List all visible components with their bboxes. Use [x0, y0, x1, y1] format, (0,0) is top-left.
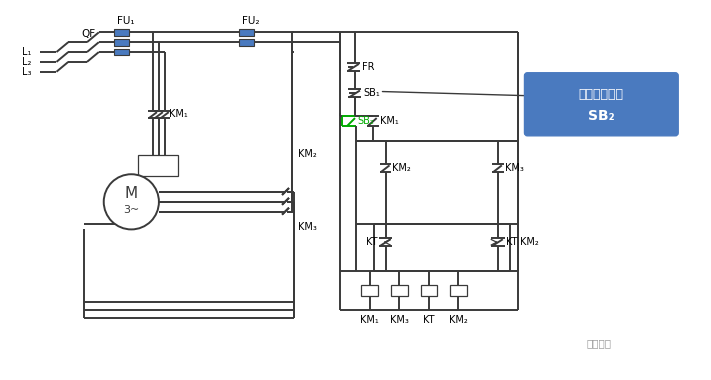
Bar — [114, 39, 129, 46]
Text: FU₂: FU₂ — [242, 16, 260, 25]
Text: L₃: L₃ — [22, 67, 31, 77]
Text: KM₁: KM₁ — [380, 116, 398, 126]
Text: SB₂: SB₂ — [588, 109, 615, 123]
Text: FR: FR — [362, 62, 375, 72]
Text: FU₁: FU₁ — [117, 16, 134, 25]
Text: KT: KT — [506, 237, 518, 247]
Text: 3~: 3~ — [123, 205, 139, 215]
Text: KM₂: KM₂ — [449, 315, 468, 325]
Text: M: M — [124, 187, 138, 201]
Text: L₁: L₁ — [22, 47, 31, 57]
Text: KT: KT — [366, 237, 378, 247]
Bar — [138, 155, 178, 176]
FancyBboxPatch shape — [525, 73, 678, 136]
Text: QF: QF — [81, 29, 95, 39]
Bar — [361, 285, 378, 296]
Bar — [114, 49, 129, 55]
Text: L₂: L₂ — [22, 57, 31, 67]
Text: SB₁: SB₁ — [363, 89, 380, 98]
Circle shape — [104, 174, 159, 230]
Bar — [114, 29, 129, 36]
Text: KM₃: KM₃ — [390, 315, 409, 325]
Text: SB₂: SB₂ — [357, 116, 374, 126]
Bar — [450, 285, 467, 296]
Text: KM₂: KM₂ — [520, 237, 538, 247]
Text: KM₃: KM₃ — [298, 222, 316, 233]
Bar — [420, 285, 437, 296]
Bar — [391, 285, 407, 296]
Bar — [239, 39, 255, 46]
Text: 电工之家: 电工之家 — [587, 338, 611, 348]
Text: 按下启动按鈕: 按下启动按鈕 — [579, 88, 624, 101]
Text: KM₁: KM₁ — [169, 109, 188, 119]
Text: KM₃: KM₃ — [505, 163, 524, 173]
Text: KM₂: KM₂ — [298, 149, 316, 158]
Text: KT: KT — [423, 315, 434, 325]
Text: KM₂: KM₂ — [392, 163, 411, 173]
Bar — [239, 29, 255, 36]
Text: KM₁: KM₁ — [360, 315, 379, 325]
